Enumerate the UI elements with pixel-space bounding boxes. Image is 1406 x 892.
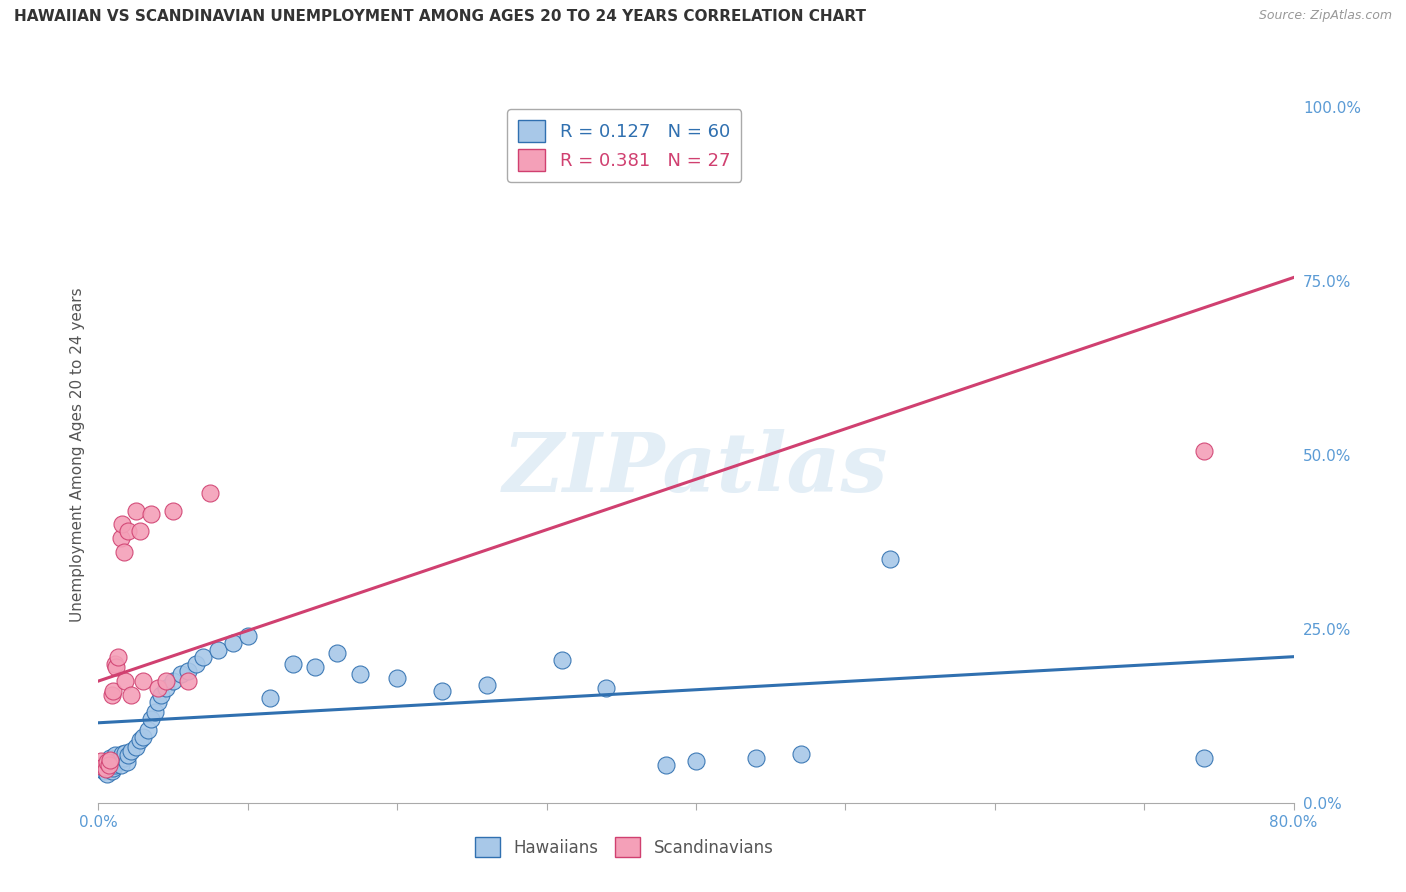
Point — [101, 764, 124, 779]
Point — [110, 757, 132, 772]
Point — [103, 684, 125, 698]
Point — [129, 524, 152, 539]
Point — [685, 754, 707, 768]
Point — [143, 706, 166, 720]
Point — [745, 750, 768, 764]
Point — [259, 691, 281, 706]
Point — [595, 681, 617, 695]
Point — [114, 674, 136, 689]
Point — [104, 757, 127, 772]
Point — [169, 667, 191, 681]
Point — [104, 748, 127, 763]
Point — [132, 674, 155, 689]
Point — [105, 660, 128, 674]
Point — [103, 756, 125, 770]
Point — [304, 660, 326, 674]
Point — [136, 723, 159, 737]
Point — [90, 754, 112, 768]
Point — [103, 761, 125, 775]
Point — [100, 750, 122, 764]
Point — [114, 746, 136, 760]
Point — [191, 649, 214, 664]
Point — [120, 688, 142, 702]
Text: HAWAIIAN VS SCANDINAVIAN UNEMPLOYMENT AMONG AGES 20 TO 24 YEARS CORRELATION CHAR: HAWAIIAN VS SCANDINAVIAN UNEMPLOYMENT AM… — [14, 9, 866, 24]
Point — [120, 744, 142, 758]
Point — [96, 756, 118, 770]
Text: Source: ZipAtlas.com: Source: ZipAtlas.com — [1258, 9, 1392, 22]
Point — [139, 712, 162, 726]
Legend: Hawaiians, Scandinavians: Hawaiians, Scandinavians — [468, 830, 780, 864]
Point — [96, 766, 118, 780]
Point — [117, 748, 139, 763]
Point — [111, 517, 134, 532]
Point — [117, 524, 139, 539]
Point — [148, 695, 170, 709]
Point — [177, 664, 200, 678]
Point — [101, 753, 124, 767]
Point — [100, 753, 122, 767]
Point — [385, 671, 409, 685]
Point — [97, 757, 120, 772]
Point — [155, 681, 177, 695]
Point — [115, 756, 138, 770]
Point — [97, 763, 120, 777]
Point — [789, 747, 811, 761]
Point — [107, 649, 129, 664]
Point — [125, 503, 148, 517]
Point — [155, 674, 177, 689]
Point — [100, 759, 122, 773]
Point — [107, 756, 129, 770]
Point — [94, 761, 117, 775]
Point — [129, 733, 152, 747]
Point — [162, 503, 184, 517]
Point — [108, 753, 131, 767]
Point — [200, 486, 222, 500]
Point — [125, 740, 148, 755]
Point — [655, 757, 678, 772]
Point — [184, 657, 207, 671]
Point — [91, 759, 114, 773]
Point — [132, 730, 155, 744]
Point — [162, 674, 184, 689]
Point — [326, 646, 349, 660]
Point — [112, 750, 135, 764]
Point — [139, 507, 162, 521]
Point — [207, 642, 229, 657]
Point — [349, 667, 371, 681]
Point — [94, 757, 117, 772]
Point — [97, 756, 120, 770]
Point — [93, 764, 115, 779]
Point — [111, 747, 134, 761]
Point — [475, 677, 498, 691]
Point — [177, 674, 200, 689]
Point — [91, 759, 114, 773]
Y-axis label: Unemployment Among Ages 20 to 24 years: Unemployment Among Ages 20 to 24 years — [69, 287, 84, 623]
Point — [150, 688, 173, 702]
Point — [101, 688, 124, 702]
Point — [550, 653, 572, 667]
Point — [879, 552, 901, 566]
Point — [105, 754, 128, 768]
Point — [112, 545, 135, 559]
Point — [430, 684, 453, 698]
Point — [281, 657, 304, 671]
Point — [96, 754, 118, 768]
Point — [104, 657, 127, 671]
Point — [1192, 750, 1215, 764]
Point — [222, 636, 245, 650]
Point — [94, 763, 117, 777]
Point — [1192, 444, 1215, 458]
Point — [236, 629, 259, 643]
Point — [110, 532, 132, 546]
Point — [148, 681, 170, 695]
Text: ZIPatlas: ZIPatlas — [503, 429, 889, 508]
Point — [90, 763, 112, 777]
